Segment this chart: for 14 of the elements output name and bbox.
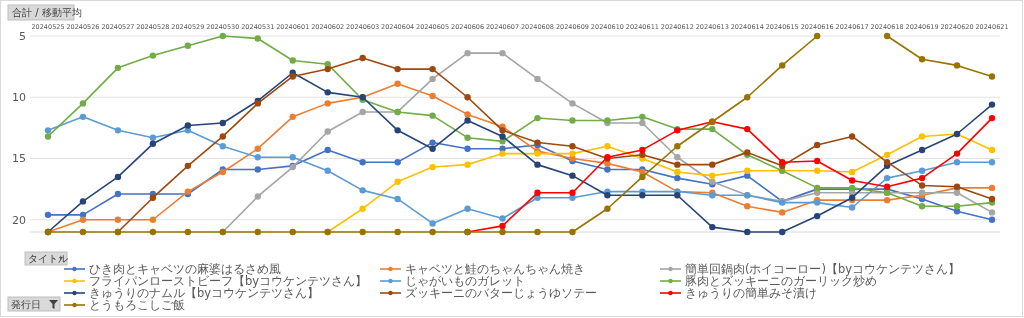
y-tick-label: 10 xyxy=(12,91,26,105)
y-axis-title: 合計 / 移動平均 xyxy=(12,7,82,18)
legend-label: とうもろこしご飯 xyxy=(89,298,185,313)
legend-label: キャベツと鮭のちゃんちゃん焼き xyxy=(405,262,585,277)
y-tick-label: 20 xyxy=(12,213,26,227)
legend-label: ひき肉とキャベツの麻婆はるさめ風 xyxy=(89,262,281,277)
legend-label: フライパンローストビーフ【byコウケンテツさん】 xyxy=(89,274,368,289)
legend-label: ズッキーニのバターじょうゆソテー xyxy=(405,286,597,301)
legend-label: きゅうりの簡単みそ漬け xyxy=(685,286,817,301)
legend-label: じゃがいものガレット xyxy=(405,274,525,289)
y-tick-label: 15 xyxy=(12,152,26,166)
legend-label: 豚肉とズッキーニのガーリック炒め xyxy=(685,274,877,289)
text: 発行日 xyxy=(11,299,41,310)
y-tick-label: 5 xyxy=(19,29,26,43)
